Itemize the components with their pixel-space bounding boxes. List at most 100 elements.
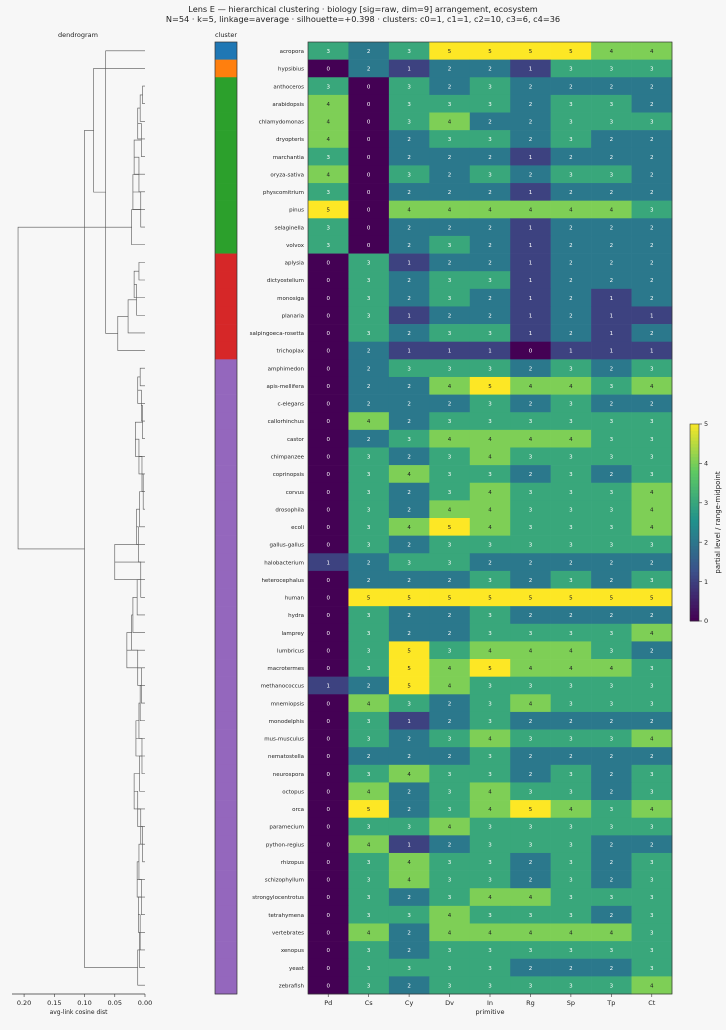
heatmap-cell: [388, 553, 430, 572]
cell-value-label: 2: [529, 966, 533, 972]
cell-value-label: 0: [326, 525, 330, 531]
heatmap-cell: [429, 112, 471, 131]
heatmap-cell: [388, 200, 430, 219]
dendrogram-x-axis-title: avg-link cosine dist: [50, 1009, 108, 1016]
cell-value-label: 2: [650, 296, 654, 302]
heatmap-cell: [429, 183, 471, 201]
cell-value-label: 3: [610, 437, 614, 443]
heatmap-cell: [550, 42, 592, 60]
cell-value-label: 2: [407, 243, 411, 249]
colorbar-tick-label: 1: [704, 578, 708, 586]
heatmap-cell: [429, 976, 471, 995]
heatmap-cell: [308, 711, 349, 730]
cell-value-label: 3: [448, 966, 452, 972]
heatmap-cell: [348, 623, 390, 642]
cell-value-label: 1: [529, 331, 533, 337]
cluster-cell: [215, 659, 237, 677]
heatmap-cell: [510, 800, 551, 819]
heatmap-cell: [550, 747, 592, 766]
heatmap-cell: [550, 130, 592, 149]
colorbar-segment: [690, 496, 699, 500]
cell-value-label: 4: [610, 49, 614, 55]
cell-value-label: 0: [326, 384, 330, 390]
heatmap-cell: [348, 535, 390, 554]
cell-value-label: 2: [529, 472, 533, 478]
cluster-cell: [215, 570, 237, 589]
cell-value-label: 3: [488, 825, 492, 831]
heatmap-cell: [591, 394, 632, 413]
cell-value-label: 0: [326, 842, 330, 848]
cell-value-label: 4: [448, 208, 452, 214]
row-label: coprinopsis: [273, 472, 304, 478]
heatmap-cell: [550, 976, 592, 995]
heatmap-cell: [510, 112, 551, 131]
heatmap-cell: [469, 482, 511, 501]
row-label: vertebrates: [272, 930, 304, 936]
heatmap-cell: [510, 976, 551, 995]
cluster-cell: [215, 870, 237, 889]
cell-value-label: 2: [529, 366, 533, 372]
cell-value-label: 3: [367, 648, 371, 654]
heatmap-cell: [429, 482, 471, 501]
cell-value-label: 3: [326, 190, 330, 196]
heatmap-cell: [510, 711, 551, 730]
cell-value-label: 0: [326, 666, 330, 672]
row-label: monodelphis: [269, 719, 304, 725]
heatmap-cell: [591, 553, 632, 572]
heatmap-cell: [388, 747, 430, 766]
heatmap-cell: [308, 218, 349, 237]
heatmap-cell: [348, 130, 390, 149]
row-label: rhizopus: [281, 860, 304, 866]
cell-value-label: 3: [367, 507, 371, 513]
colorbar-segment: [690, 453, 699, 458]
cell-value-label: 2: [367, 349, 371, 355]
row-label: anthoceros: [273, 84, 304, 90]
cluster-cell: [215, 729, 237, 748]
heatmap-cell: [348, 800, 390, 819]
cluster-cell: [215, 835, 237, 854]
cell-value-label: 2: [488, 243, 492, 249]
cell-value-label: 4: [569, 807, 573, 813]
heatmap-cell: [429, 42, 471, 60]
cell-value-label: 3: [407, 913, 411, 919]
heatmap-cell: [308, 112, 349, 131]
cell-value-label: 3: [326, 49, 330, 55]
cluster-cell: [215, 147, 237, 166]
cell-value-label: 2: [650, 842, 654, 848]
heatmap-cell: [550, 324, 592, 343]
cell-value-label: 3: [569, 825, 573, 831]
heatmap-cell: [469, 729, 511, 748]
cell-value-label: 4: [569, 666, 573, 672]
heatmap-cell: [348, 694, 390, 713]
cell-value-label: 3: [650, 860, 654, 866]
heatmap-cell: [631, 764, 673, 783]
row-label: oryza-sativa: [270, 172, 304, 178]
heatmap-cell: [469, 147, 511, 166]
cell-value-label: 2: [650, 719, 654, 725]
row-label: pinus: [289, 208, 304, 214]
heatmap-cell: [550, 676, 592, 695]
colorbar-tick-label: 4: [704, 460, 708, 468]
cell-value-label: 2: [488, 155, 492, 161]
heatmap-cell: [591, 324, 632, 343]
heatmap-cell: [308, 165, 349, 184]
heatmap-cell: [308, 271, 349, 290]
heatmap-cell: [429, 306, 471, 325]
cell-value-label: 0: [326, 701, 330, 707]
heatmap-cell: [591, 711, 632, 730]
heatmap-cell: [308, 183, 349, 201]
cluster-cell: [215, 465, 237, 484]
colorbar-segment: [690, 476, 699, 481]
colorbar-segment: [690, 437, 699, 441]
dendrogram-link: [93, 68, 145, 193]
cluster-cell: [215, 200, 237, 219]
row-label: mnemiopsis: [271, 701, 304, 707]
heatmap-cell: [631, 711, 673, 730]
heatmap-cell: [591, 570, 632, 589]
cell-value-label: 0: [326, 437, 330, 443]
colorbar-segment: [690, 440, 699, 445]
heatmap-cell: [550, 641, 592, 660]
heatmap-cell: [469, 218, 511, 237]
heatmap-cell: [631, 835, 673, 854]
